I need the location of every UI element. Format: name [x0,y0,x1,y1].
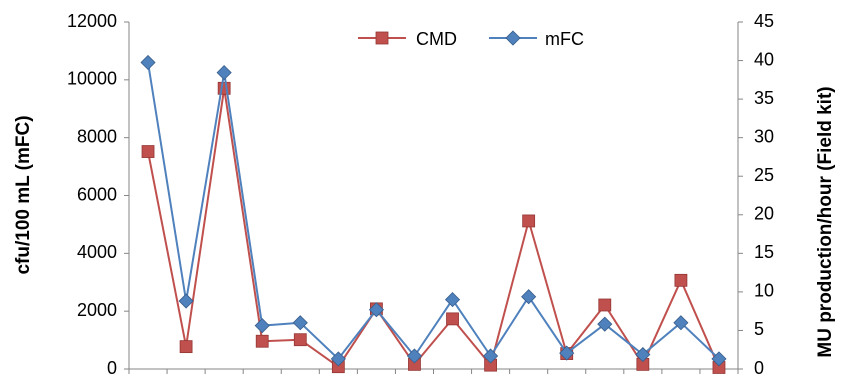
right-tick-label: 25 [754,165,774,185]
right-axis-ticks: 0 5 10 15 20 25 30 35 40 45 [738,11,774,378]
right-axis-title: MU production/hour (Field kit) [815,86,836,357]
legend-mfc-marker [505,30,521,46]
right-tick-label: 20 [754,204,774,224]
point-mfc [483,348,499,364]
point-cmd [293,333,307,347]
point-mfc [635,346,651,363]
left-axis-title: cfu/100 mL (mFC) [13,115,34,274]
legend: CMD mFC [358,29,584,49]
point-mfc [330,351,346,367]
left-tick-label: 10000 [67,69,117,89]
point-cmd [674,273,688,287]
series-mfc-line [147,62,720,360]
left-tick-label: 2000 [77,300,117,320]
point-mfc [140,54,156,71]
point-mfc [406,348,423,364]
legend-item-cmd: CMD [358,29,457,49]
point-mfc [444,292,461,308]
right-tick-label: 0 [754,358,764,378]
right-tick-label: 30 [754,126,774,146]
point-mfc [559,345,575,361]
series-cmd-line [147,87,720,368]
series-cmd [141,81,726,374]
left-tick-label: 4000 [77,242,117,262]
left-axis-ticks: 0 2000 4000 6000 8000 10000 12000 [67,11,129,378]
point-mfc [711,351,727,367]
point-mfc [254,318,270,334]
legend-cmd-marker [375,31,389,45]
x-axis-ticks [128,369,739,374]
point-cmd [141,145,155,158]
point-mfc [216,65,232,81]
right-tick-label: 15 [754,242,774,262]
left-tick-label: 8000 [77,126,117,146]
right-tick-label: 10 [754,281,774,301]
left-tick-label: 6000 [77,184,117,204]
point-cmd [598,298,612,312]
point-mfc [292,315,308,331]
point-cmd [522,214,536,228]
legend-cmd-label: CMD [416,29,457,49]
point-cmd [255,334,269,348]
point-mfc [597,316,613,332]
series-mfc [140,54,727,367]
right-tick-label: 45 [754,11,774,31]
point-mfc [178,293,194,309]
right-tick-label: 35 [754,88,774,108]
point-cmd [446,312,459,326]
legend-mfc-label: mFC [545,29,584,49]
series-layer [140,54,727,374]
legend-item-mfc: mFC [489,29,584,49]
point-cmd [179,340,193,354]
left-tick-label: 0 [107,358,117,378]
right-tick-label: 40 [754,49,774,69]
point-mfc [368,302,384,318]
right-tick-label: 5 [754,319,764,339]
left-tick-label: 12000 [67,11,117,31]
point-mfc [521,289,537,305]
point-mfc [673,315,689,331]
